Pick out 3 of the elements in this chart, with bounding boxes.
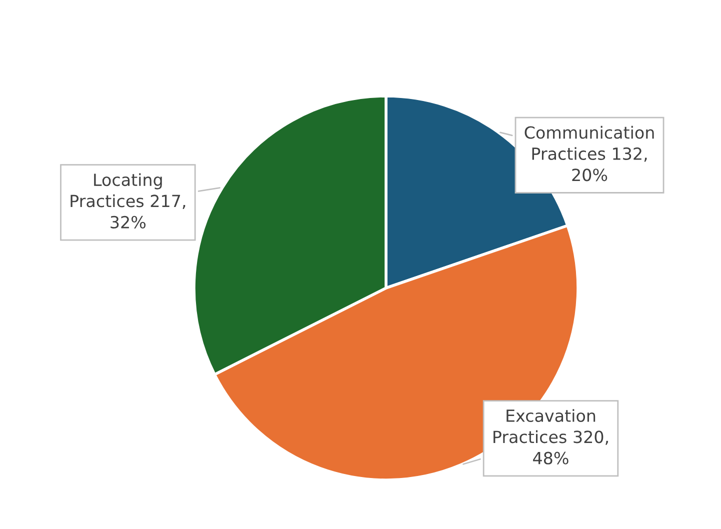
- slice-label: Communication Practices 132, 20%: [524, 126, 654, 182]
- slice-label: Locating Practices 217, 32%: [70, 173, 186, 228]
- slice-label: Excavation Practices 320, 48%: [494, 409, 608, 464]
